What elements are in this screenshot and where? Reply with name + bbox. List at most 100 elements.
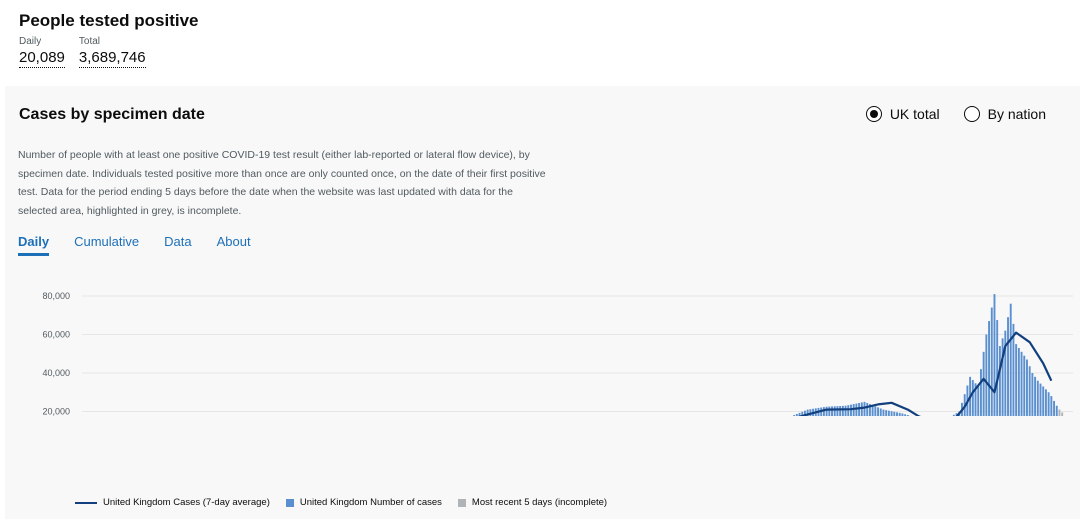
metric-daily-value[interactable]: 20,089 xyxy=(19,49,65,68)
bar-daily-cases xyxy=(971,380,974,416)
bar-daily-cases xyxy=(874,406,877,416)
bar-daily-cases xyxy=(904,414,907,416)
bar-daily-cases xyxy=(885,410,888,416)
y-tick-label: 60,000 xyxy=(42,330,70,340)
bar-daily-cases xyxy=(795,413,798,416)
bar-daily-cases xyxy=(955,413,958,416)
bar-daily-cases xyxy=(996,320,999,416)
tab-about[interactable]: About xyxy=(216,234,251,249)
bar-daily-cases xyxy=(850,404,852,416)
bar-daily-cases xyxy=(982,351,985,416)
legend-avg-label: United Kingdom Cases (7-day average) xyxy=(103,497,270,508)
bar-daily-cases xyxy=(803,410,806,416)
legend-item-bars[interactable]: United Kingdom Number of cases xyxy=(285,497,442,508)
bar-daily-cases xyxy=(1017,347,1020,416)
bar-daily-cases xyxy=(855,403,858,416)
bar-daily-cases xyxy=(1023,355,1026,416)
headline-card: People tested positive Daily 20,089 Tota… xyxy=(19,10,199,68)
bar-daily-cases xyxy=(1001,338,1004,416)
bar-daily-cases xyxy=(1015,344,1018,416)
y-tick-label: 40,000 xyxy=(42,368,70,378)
radio-by-nation-label[interactable]: By nation xyxy=(987,106,1046,122)
bar-daily-cases xyxy=(1044,389,1047,416)
bar-daily-cases xyxy=(974,383,977,416)
bar-daily-cases xyxy=(979,369,982,416)
avg-line xyxy=(797,331,1053,416)
bar-daily-cases xyxy=(1020,351,1023,416)
bar-daily-cases xyxy=(825,406,828,416)
bar-daily-cases xyxy=(985,334,988,416)
bar-daily-cases xyxy=(1034,376,1037,416)
bar-daily-cases xyxy=(847,405,850,416)
radio-unselected-icon[interactable] xyxy=(963,106,980,122)
legend-item-avg[interactable]: United Kingdom Cases (7-day average) xyxy=(75,497,270,508)
bar-daily-cases xyxy=(868,404,871,416)
bar-daily-cases xyxy=(990,307,993,416)
bar-daily-cases xyxy=(1031,373,1034,416)
bar-daily-cases xyxy=(1055,405,1058,416)
bar-recent-incomplete xyxy=(1058,409,1061,416)
bar-daily-cases xyxy=(882,409,885,416)
bar-daily-cases xyxy=(866,402,869,416)
legend-bar-swatch xyxy=(285,498,294,507)
bar-daily-cases xyxy=(896,412,898,416)
metric-total: Total 3,689,746 xyxy=(78,36,146,68)
bar-daily-cases xyxy=(801,411,804,416)
bar-recent-incomplete xyxy=(1061,412,1064,416)
bar-daily-cases xyxy=(852,404,855,416)
bar-daily-cases xyxy=(1053,400,1055,416)
area-radio-group: UK total By nation xyxy=(865,106,1046,122)
metric-daily-label: Daily xyxy=(19,36,42,47)
bar-daily-cases xyxy=(1042,386,1045,416)
radio-by-nation[interactable]: By nation xyxy=(963,106,1046,122)
bar-daily-cases xyxy=(871,405,874,416)
bar-daily-cases xyxy=(952,414,955,416)
bar-daily-cases xyxy=(1028,366,1031,416)
legend-bars-label: United Kingdom Number of cases xyxy=(299,497,442,508)
bar-daily-cases xyxy=(863,401,866,416)
bar-daily-cases xyxy=(977,386,980,416)
legend-item-recent[interactable]: Most recent 5 days (incomplete) xyxy=(457,497,608,508)
bar-daily-cases xyxy=(793,415,796,416)
bar-daily-cases xyxy=(839,406,842,416)
bar-daily-cases xyxy=(1026,359,1028,416)
bar-daily-cases xyxy=(1009,303,1012,416)
bar-daily-cases xyxy=(806,409,809,416)
tab-cumulative[interactable]: Cumulative xyxy=(74,234,140,249)
metric-total-label: Total xyxy=(78,36,101,47)
bar-daily-cases xyxy=(836,406,839,416)
radio-uk-total[interactable]: UK total xyxy=(865,106,940,122)
bar-daily-cases xyxy=(890,411,893,416)
bar-daily-cases xyxy=(858,402,861,416)
bar-daily-cases xyxy=(798,412,801,416)
bar-daily-cases xyxy=(906,415,909,416)
bar-daily-cases xyxy=(809,409,812,416)
radio-uk-total-label[interactable]: UK total xyxy=(889,106,940,122)
card-description: Number of people with at least one posit… xyxy=(18,149,546,217)
tab-daily[interactable]: Daily xyxy=(18,234,50,256)
bar-daily-cases xyxy=(1012,323,1015,416)
bar-daily-cases xyxy=(893,411,896,416)
radio-selected-icon[interactable] xyxy=(865,106,882,122)
bar-daily-cases xyxy=(1036,380,1039,416)
bar-daily-cases xyxy=(1047,392,1050,416)
chart-card: Cases by specimen date UK total By natio… xyxy=(5,86,1080,519)
bar-daily-cases xyxy=(1039,383,1042,416)
y-tick-label: 20,000 xyxy=(42,407,70,417)
chart-tabs: Daily Cumulative Data About xyxy=(18,234,251,256)
y-tick-label: 80,000 xyxy=(42,291,70,301)
bar-daily-cases xyxy=(1007,317,1009,416)
chart-legend: United Kingdom Cases (7-day average) Uni… xyxy=(75,497,607,508)
bar-daily-cases xyxy=(898,412,901,416)
metric-total-value[interactable]: 3,689,746 xyxy=(78,49,146,68)
legend-recent-label: Most recent 5 days (incomplete) xyxy=(471,497,608,508)
card-title: Cases by specimen date xyxy=(19,106,205,123)
bar-daily-cases xyxy=(998,346,1001,416)
bar-daily-cases xyxy=(879,408,882,416)
legend-recent-swatch xyxy=(457,498,466,507)
bar-daily-cases xyxy=(877,407,879,416)
bar-daily-cases xyxy=(988,321,991,416)
bar-daily-cases xyxy=(841,405,844,416)
bar-daily-cases xyxy=(833,406,836,416)
tab-data[interactable]: Data xyxy=(164,234,192,249)
